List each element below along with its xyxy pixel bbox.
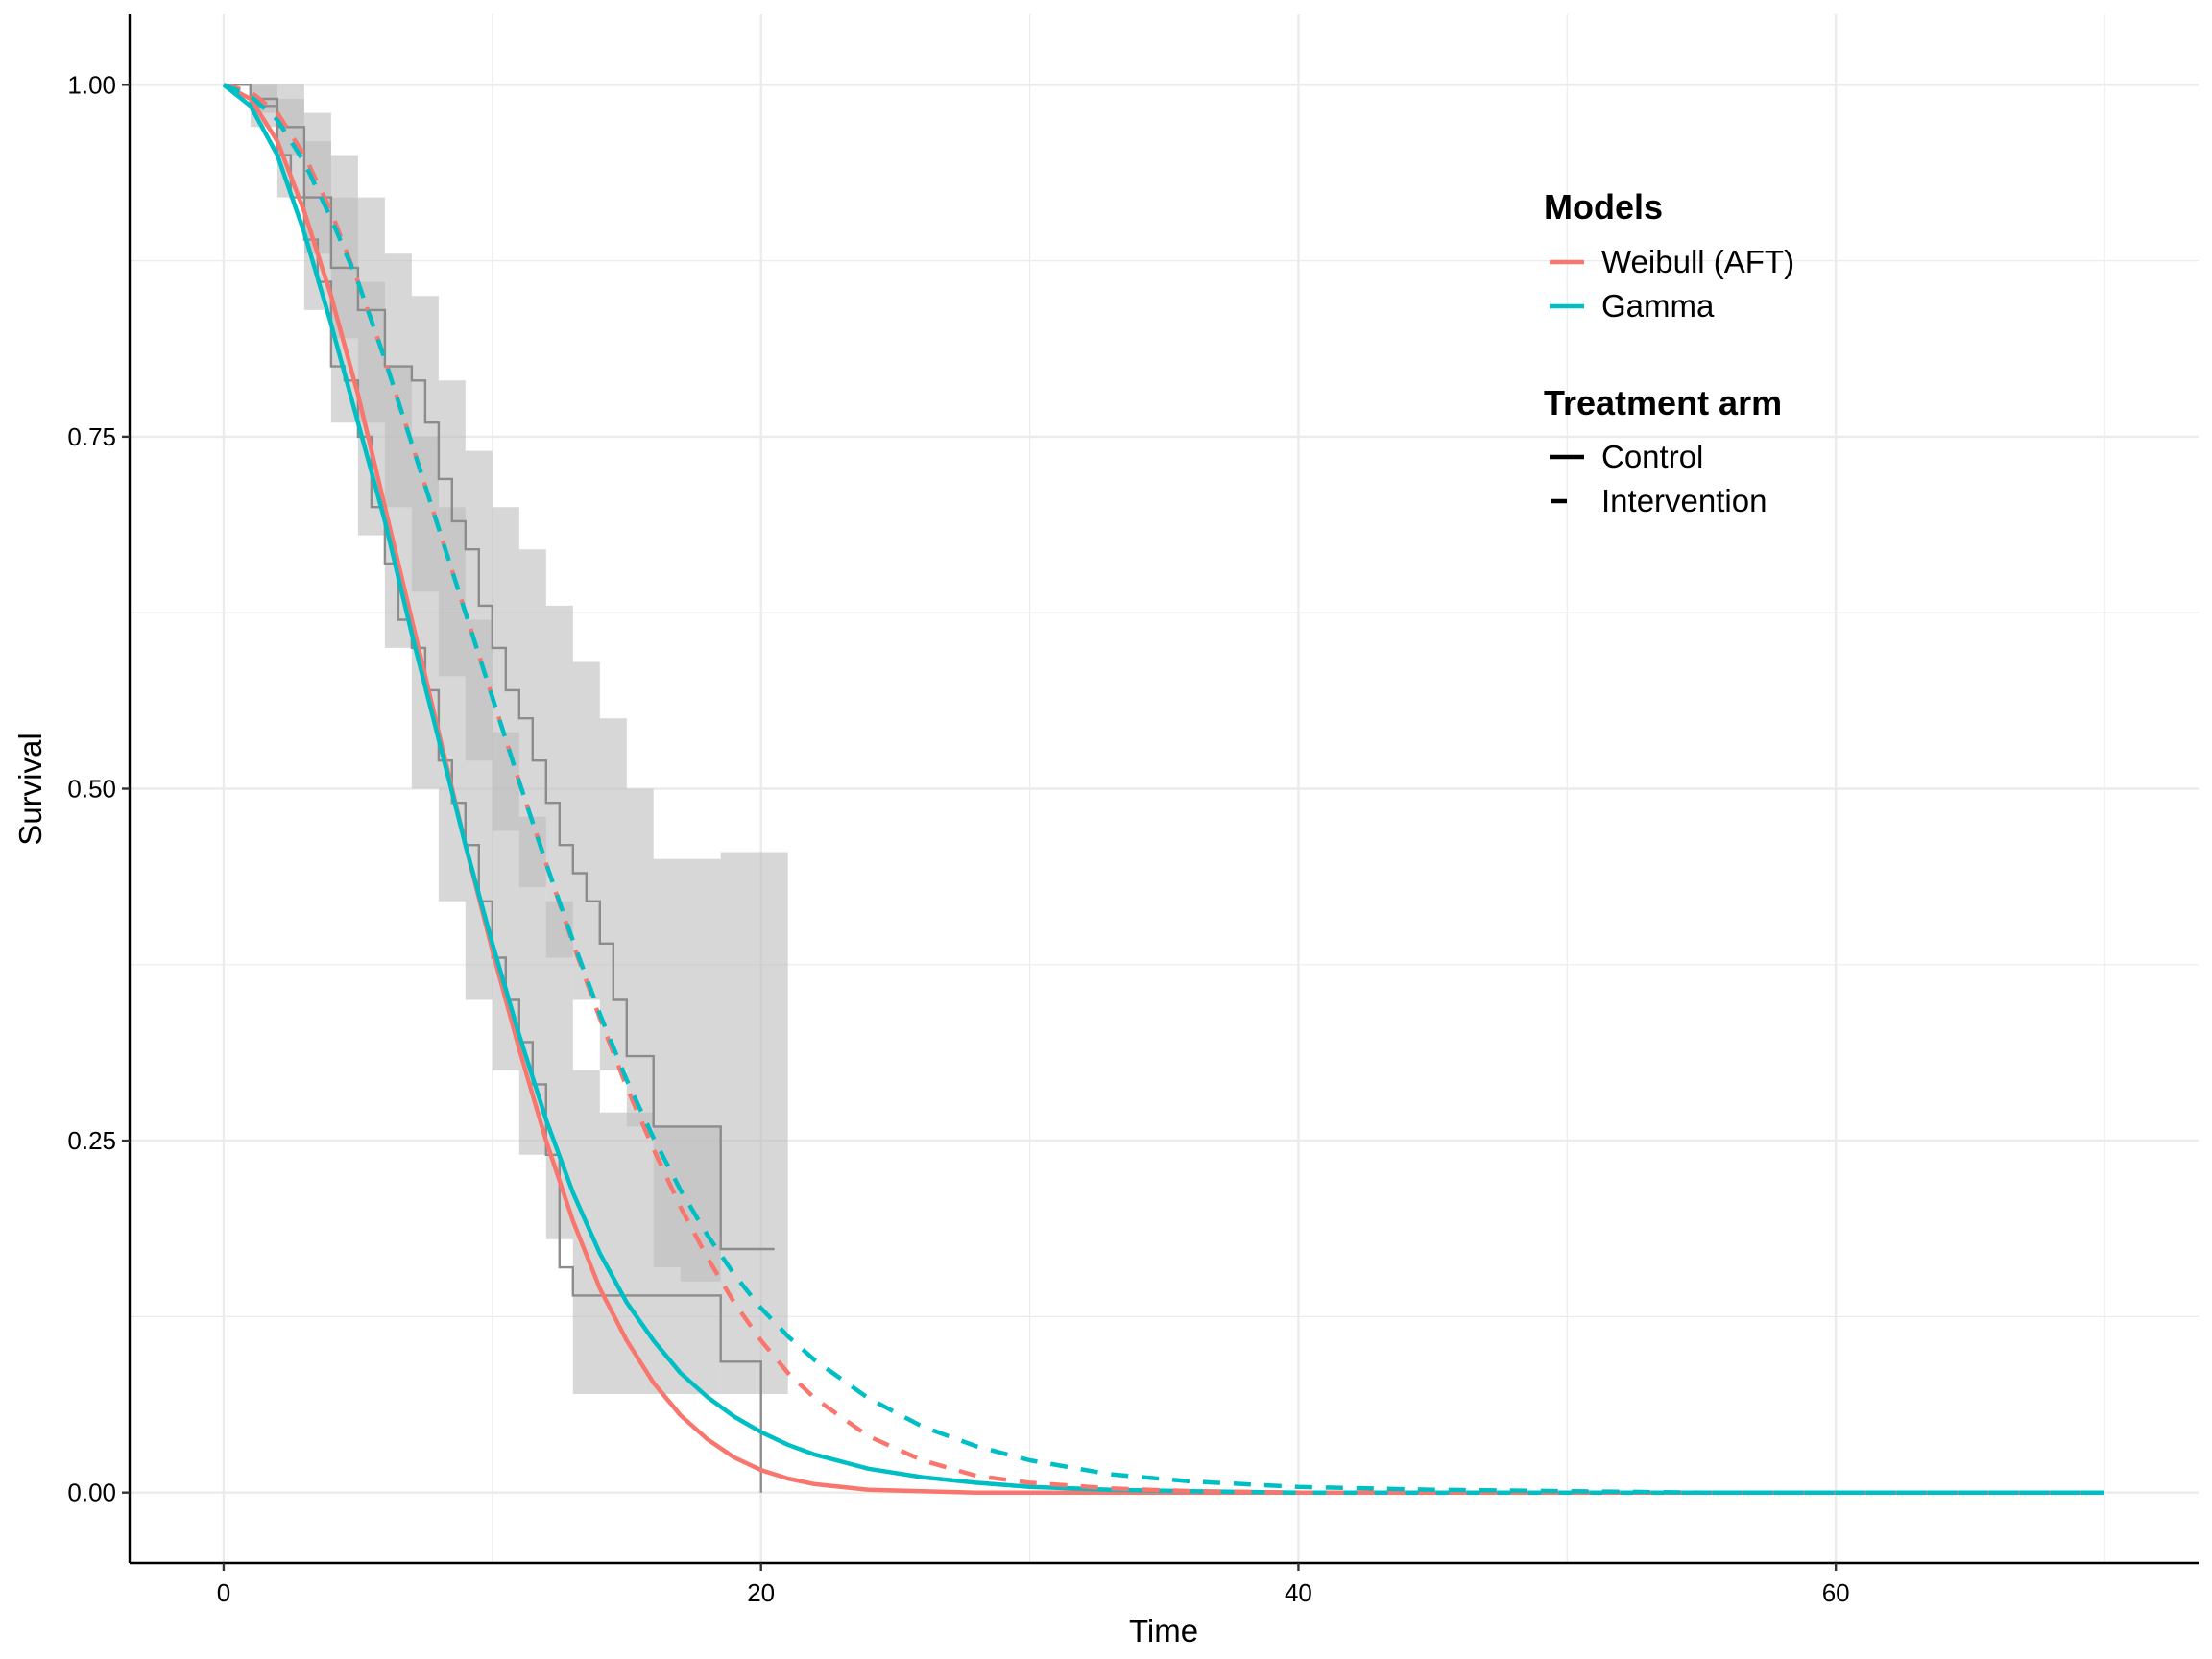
legend-label-intervention: Intervention (1601, 483, 1767, 518)
legend-label-gamma: Gamma (1601, 288, 1715, 324)
axis-ticks: 0.00 0.25 0.50 0.75 1.00 0 20 40 60 (67, 70, 1849, 1607)
legend-label-control: Control (1601, 439, 1703, 474)
fitted-curves (222, 83, 2104, 1495)
confidence-bands (224, 84, 788, 1451)
y-axis-label: Survival (12, 733, 48, 845)
x-tick-label: 60 (1822, 1578, 1850, 1607)
x-tick-label: 0 (217, 1578, 230, 1607)
legend-title-arm: Treatment arm (1544, 383, 1782, 422)
y-tick-label: 0.00 (67, 1479, 116, 1507)
y-tick-label: 1.00 (67, 70, 116, 99)
ci-band-control (224, 84, 721, 1451)
legend: Models Weibull (AFT) Gamma Treatment arm… (1544, 187, 1794, 518)
ci-band-intervention (224, 84, 788, 1394)
gamma-intervention-curve (223, 83, 2104, 1495)
legend-label-weibull: Weibull (AFT) (1601, 244, 1794, 279)
y-tick-label: 0.50 (67, 775, 116, 804)
x-tick-label: 40 (1285, 1578, 1312, 1607)
km-step-intervention (224, 84, 775, 1251)
x-axis-label: Time (1129, 1613, 1198, 1648)
gamma-control-curve (222, 83, 2104, 1495)
x-tick-label: 20 (747, 1578, 775, 1607)
y-tick-label: 0.25 (67, 1126, 116, 1155)
y-tick-label: 0.75 (67, 422, 116, 451)
legend-title-models: Models (1544, 187, 1663, 227)
